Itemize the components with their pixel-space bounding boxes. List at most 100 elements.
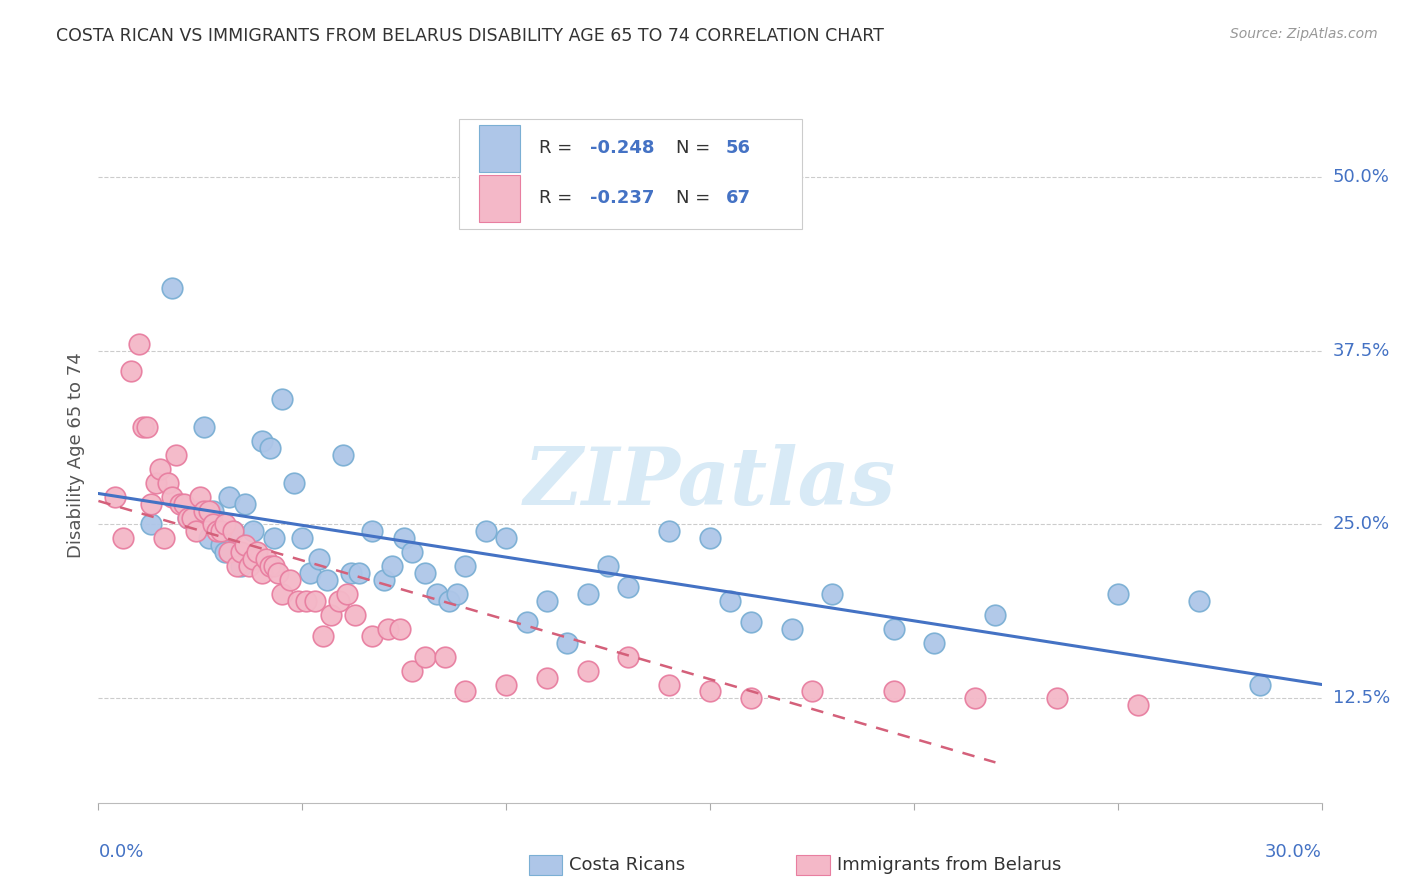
Point [780,622,803,636]
Y-axis label: Disability Age 65 to 74: Disability Age 65 to 74 [66,352,84,558]
Point [576,664,599,678]
Point [246,545,269,559]
Point [165,448,187,462]
Text: 56: 56 [725,139,751,157]
Point [381,559,404,574]
Text: 30.0%: 30.0% [1265,843,1322,861]
Text: N =: N = [676,189,716,207]
Point [315,573,337,587]
Point [312,629,335,643]
Point [263,559,285,574]
Point [740,615,762,629]
Text: Source: ZipAtlas.com: Source: ZipAtlas.com [1230,27,1378,41]
Point [222,524,245,539]
Text: R =: R = [538,139,578,157]
Point [132,420,155,434]
Point [360,629,382,643]
Point [231,545,253,559]
Point [336,587,359,601]
Point [392,532,416,546]
Point [373,573,395,587]
Point [177,510,200,524]
Point [446,587,468,601]
Point [1045,691,1069,706]
FancyBboxPatch shape [479,175,520,222]
Point [617,580,640,594]
Point [270,587,294,601]
Text: 67: 67 [725,189,751,207]
Point [270,392,294,407]
Text: 0.0%: 0.0% [98,843,143,861]
Point [267,566,290,581]
Point [308,552,330,566]
Point [120,364,142,378]
Point [205,524,228,539]
Point [299,566,322,581]
Point [495,677,517,691]
Point [718,594,742,608]
Point [128,336,150,351]
Point [259,441,281,455]
Text: 37.5%: 37.5% [1333,342,1391,359]
Point [226,559,249,574]
Point [141,497,163,511]
Text: Costa Ricans: Costa Ricans [569,856,686,874]
Point [214,517,236,532]
Point [193,420,215,434]
Point [1188,594,1211,608]
Point [181,510,204,524]
Point [328,594,350,608]
Point [426,587,449,601]
Point [209,524,232,539]
Point [156,475,179,490]
Text: -0.237: -0.237 [591,189,655,207]
FancyBboxPatch shape [460,119,801,229]
Point [259,559,281,574]
Point [536,594,558,608]
Point [883,622,905,636]
Point [136,420,159,434]
Point [149,462,172,476]
Point [197,503,219,517]
Point [389,622,412,636]
Point [349,566,371,581]
Point [222,524,245,539]
Text: COSTA RICAN VS IMMIGRANTS FROM BELARUS DISABILITY AGE 65 TO 74 CORRELATION CHART: COSTA RICAN VS IMMIGRANTS FROM BELARUS D… [56,27,884,45]
Point [474,524,498,539]
Point [186,503,208,517]
Point [699,684,721,698]
Point [233,497,256,511]
Point [377,622,399,636]
Point [413,566,436,581]
Point [250,566,273,581]
Point [344,607,367,622]
Point [287,594,309,608]
Point [401,664,423,678]
Point [332,448,354,462]
Point [617,649,640,664]
Point [434,649,457,664]
Point [965,691,987,706]
Text: R =: R = [538,189,578,207]
Point [250,434,273,448]
Text: -0.248: -0.248 [591,139,655,157]
Point [516,615,538,629]
Point [555,636,579,650]
Point [231,559,253,574]
Point [801,684,824,698]
Point [254,552,277,566]
Point [984,607,1007,622]
Point [304,594,326,608]
Point [340,566,363,581]
Text: ZIPatlas: ZIPatlas [524,444,896,522]
Point [214,545,236,559]
Point [145,475,167,490]
Text: 50.0%: 50.0% [1333,168,1389,186]
Point [598,559,620,574]
Point [242,524,264,539]
Text: N =: N = [676,139,716,157]
Point [401,545,423,559]
Point [218,490,240,504]
Point [278,573,301,587]
Point [576,587,599,601]
